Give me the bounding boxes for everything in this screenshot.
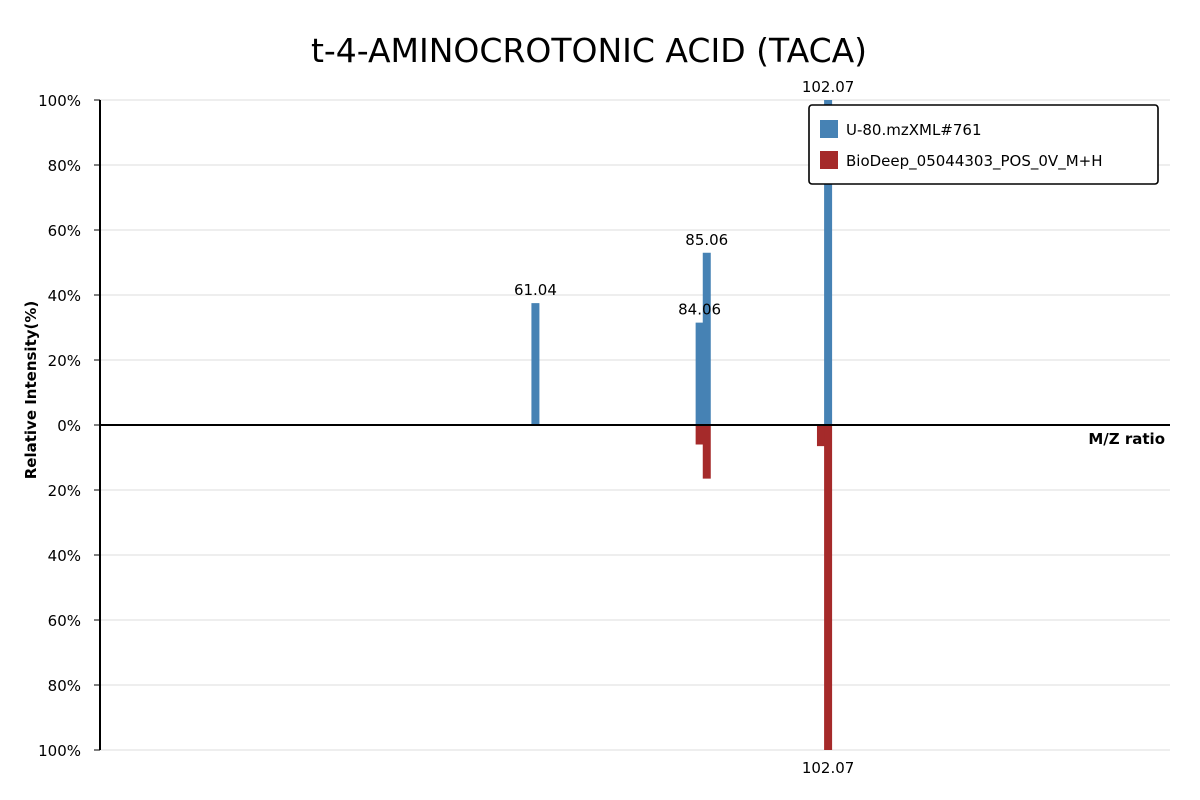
y-tick-label: 40% xyxy=(48,287,81,305)
legend-label-reference: BioDeep_05044303_POS_0V_M+H xyxy=(846,152,1102,171)
reference-peak-label: 102.07 xyxy=(802,759,855,777)
y-tick-label: 20% xyxy=(48,482,81,500)
reference-peak-bar xyxy=(695,425,704,445)
peak-labels: 61.04 84.06 85.06 102.07 102.07 xyxy=(514,78,854,777)
query-peak-bar xyxy=(531,303,540,425)
chart-title: t-4-AMINOCROTONIC ACID (TACA) xyxy=(311,31,867,70)
query-peak-bar xyxy=(824,100,833,425)
y-tick-label: 60% xyxy=(48,612,81,630)
query-peak-label: 84.06 xyxy=(678,301,721,319)
reference-peak-bar xyxy=(816,425,825,447)
reference-peak-bar xyxy=(702,425,711,479)
legend: U-80.mzXML#761 BioDeep_05044303_POS_0V_M… xyxy=(808,104,1159,185)
query-peak-label: 61.04 xyxy=(514,281,557,299)
y-tick-labels: 100% 80% 60% 40% 20% 0% 20% 40% 60% 80% 100% xyxy=(38,92,100,760)
legend-box xyxy=(808,104,1159,185)
query-peak-bar xyxy=(702,252,711,425)
y-tick-label: 0% xyxy=(57,417,81,435)
y-tick-label: 80% xyxy=(48,157,81,175)
legend-swatch-query xyxy=(820,120,838,138)
legend-swatch-reference xyxy=(820,151,838,169)
query-peak-bar xyxy=(695,322,704,425)
x-axis-title: M/Z ratio xyxy=(1088,430,1165,448)
y-tick-label: 60% xyxy=(48,222,81,240)
y-tick-label: 40% xyxy=(48,547,81,565)
reference-peak-bar xyxy=(824,425,833,750)
y-tick-label: 100% xyxy=(38,92,81,110)
y-axis-title: Relative Intensity(%) xyxy=(22,301,40,480)
legend-label-query: U-80.mzXML#761 xyxy=(846,121,982,139)
query-peak-label: 85.06 xyxy=(685,231,728,249)
y-tick-label: 80% xyxy=(48,677,81,695)
query-peak-label: 102.07 xyxy=(802,78,855,96)
y-tick-label: 20% xyxy=(48,352,81,370)
peak-bars xyxy=(531,100,833,750)
y-tick-label: 100% xyxy=(38,742,81,760)
